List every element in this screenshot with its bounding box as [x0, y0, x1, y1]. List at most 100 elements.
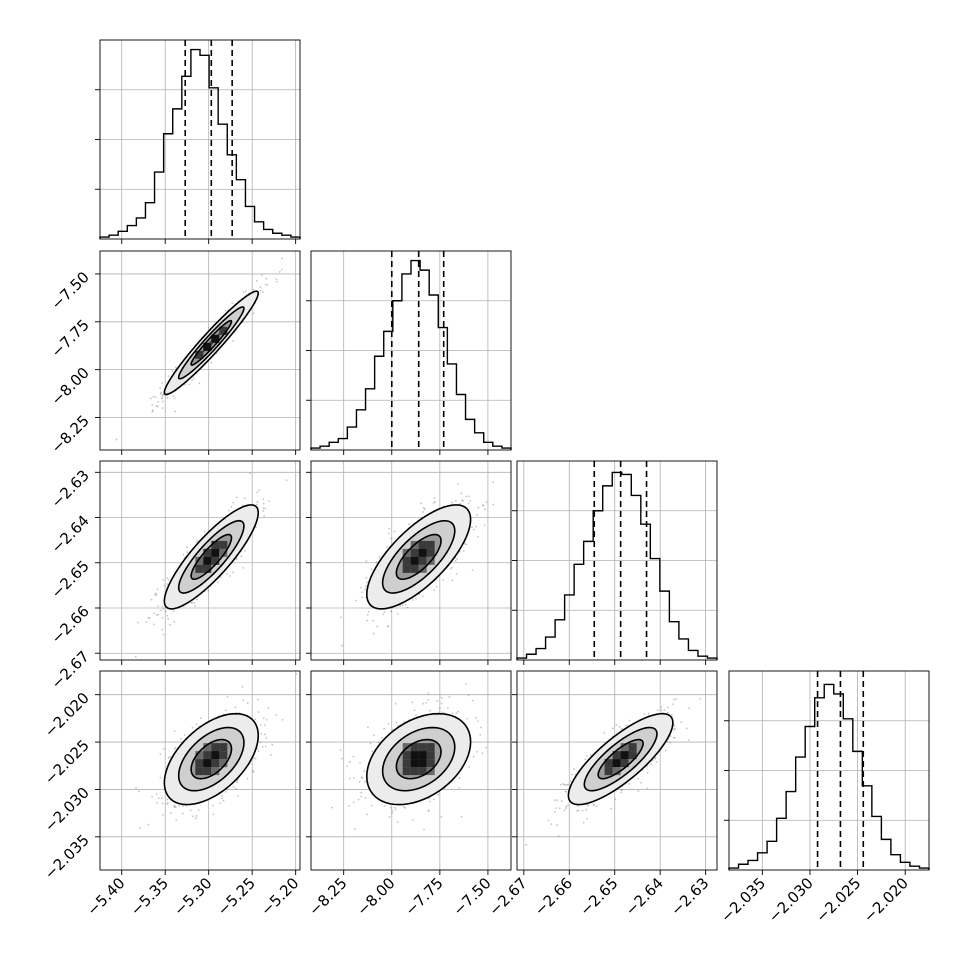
scatter-point: [153, 612, 155, 615]
scatter-point: [401, 604, 404, 607]
scatter-point: [161, 396, 164, 399]
scatter-point: [450, 568, 453, 570]
density-bin: [195, 759, 204, 768]
scatter-point: [249, 472, 252, 475]
y-tick-label: −8.25: [48, 412, 93, 457]
scatter-point: [295, 673, 298, 675]
scatter-point: [186, 551, 188, 554]
scatter-point: [481, 752, 484, 755]
scatter-point: [447, 707, 449, 710]
scatter-point: [569, 780, 572, 783]
scatter-point: [415, 597, 417, 600]
scatter-point: [425, 701, 428, 704]
scatter-point: [182, 553, 185, 556]
scatter-point: [422, 511, 424, 513]
scatter-point: [423, 508, 426, 511]
density-bin: [628, 743, 637, 752]
scatter-point: [387, 722, 390, 725]
density-bin: [195, 767, 204, 776]
scatter-point: [147, 823, 150, 826]
scatter-point: [155, 793, 158, 796]
density-bin: [195, 564, 204, 573]
scatter-point: [167, 757, 170, 759]
density-bin: [219, 759, 228, 768]
scatter-point: [159, 752, 162, 755]
scatter-point: [198, 382, 201, 385]
scatter-point: [363, 770, 366, 772]
histogram-panel-0: [95, 39, 301, 244]
scatter-point: [562, 782, 565, 785]
scatter-point: [394, 702, 397, 705]
scatter-point: [492, 481, 495, 484]
scatter-point: [162, 394, 164, 396]
scatter-point: [162, 579, 165, 581]
scatter-point: [190, 601, 193, 604]
x-tick-label: −5.20: [257, 874, 302, 919]
density-panel-1-2: [306, 460, 512, 665]
y-tick-label: −2.66: [48, 602, 93, 647]
scatter-point: [451, 579, 454, 582]
scatter-point: [586, 817, 588, 820]
scatter-point: [178, 805, 181, 807]
density-bin: [418, 743, 427, 752]
scatter-point: [189, 809, 192, 812]
scatter-point: [280, 257, 283, 260]
scatter-point: [152, 395, 155, 398]
scatter-point: [666, 706, 669, 709]
scatter-point: [389, 806, 392, 809]
density-content: [100, 461, 300, 660]
scatter-point: [154, 396, 157, 398]
scatter-point: [246, 702, 249, 704]
density-bin: [219, 751, 228, 760]
scatter-point: [673, 728, 675, 731]
contour-line: [365, 712, 472, 806]
scatter-point: [252, 288, 255, 291]
scatter-point: [276, 280, 278, 283]
scatter-point: [352, 801, 355, 804]
scatter-point: [221, 795, 224, 798]
scatter-point: [669, 741, 672, 744]
scatter-point: [462, 500, 465, 502]
scatter-point: [212, 813, 215, 816]
scatter-point: [166, 576, 168, 579]
scatter-point: [255, 503, 258, 506]
scatter-point: [340, 616, 342, 619]
density-bin: [402, 564, 411, 573]
scatter-point: [161, 394, 164, 397]
scatter-point: [152, 623, 155, 626]
scatter-point: [450, 566, 453, 569]
scatter-point: [262, 498, 265, 501]
scatter-point: [171, 370, 174, 372]
scatter-point: [261, 745, 264, 748]
scatter-point: [592, 803, 595, 806]
x-tick-label: −2.63: [667, 874, 712, 919]
contour-line: [177, 519, 245, 594]
scatter-point: [267, 706, 270, 709]
scatter-point: [366, 619, 369, 622]
scatter-point: [468, 766, 470, 768]
scatter-point: [404, 807, 407, 809]
scatter-point: [256, 698, 259, 701]
scatter-point: [688, 707, 691, 710]
contour-line: [583, 726, 658, 792]
scatter-point: [560, 783, 562, 786]
scatter-point: [234, 706, 237, 709]
density-bin: [418, 548, 427, 557]
scatter-point: [191, 379, 193, 381]
scatter-point: [162, 633, 165, 636]
scatter-point: [564, 790, 567, 793]
scatter-point: [467, 694, 470, 697]
scatter-point: [577, 809, 580, 812]
scatter-point: [366, 581, 368, 584]
x-tick-label: −2.65: [576, 874, 621, 919]
density-bin: [203, 556, 212, 565]
scatter-point: [432, 798, 435, 801]
scatter-point: [194, 817, 197, 820]
density-bin: [612, 767, 621, 776]
x-tick-label: −5.30: [170, 874, 215, 919]
scatter-point: [366, 613, 369, 616]
scatter-point: [235, 558, 238, 561]
density-content: [100, 251, 300, 450]
scatter-point: [433, 589, 435, 592]
contour-line: [190, 533, 233, 581]
